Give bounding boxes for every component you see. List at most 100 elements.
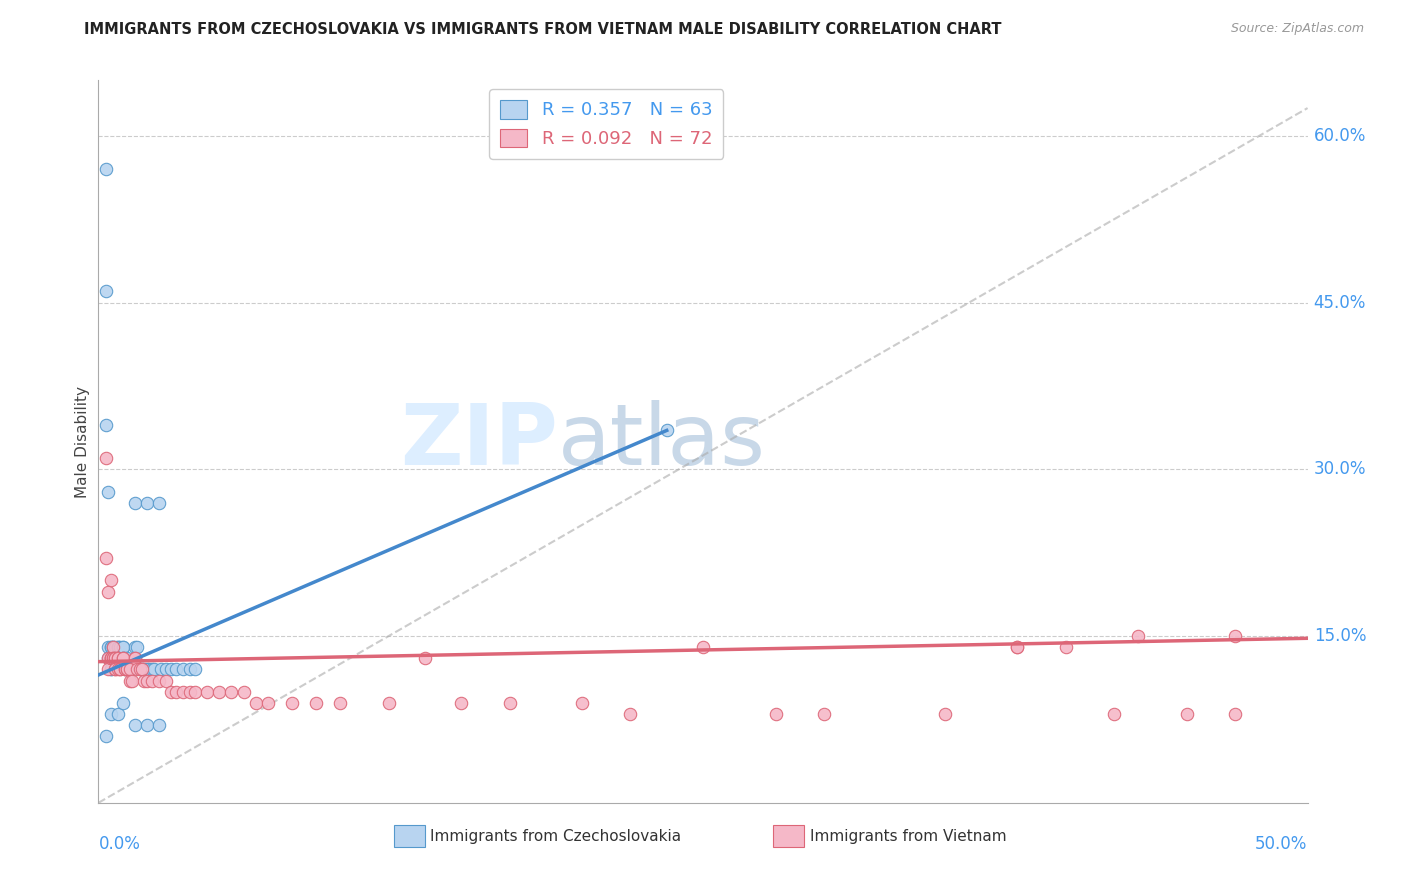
Point bbox=[765, 706, 787, 721]
Point bbox=[107, 640, 129, 655]
Point bbox=[179, 662, 201, 676]
Point bbox=[111, 651, 134, 665]
Point bbox=[245, 696, 267, 710]
Point bbox=[305, 696, 328, 710]
Point bbox=[195, 684, 218, 698]
Point bbox=[934, 706, 956, 721]
Point bbox=[107, 651, 129, 665]
Point bbox=[107, 706, 129, 721]
Point bbox=[121, 662, 143, 676]
Point bbox=[134, 662, 156, 676]
Point bbox=[165, 662, 187, 676]
Point bbox=[155, 662, 177, 676]
Text: 30.0%: 30.0% bbox=[1313, 460, 1367, 478]
Point bbox=[256, 696, 278, 710]
Point bbox=[101, 640, 124, 655]
Point bbox=[100, 651, 122, 665]
Point bbox=[124, 651, 146, 665]
Point bbox=[131, 662, 153, 676]
Point bbox=[100, 662, 122, 676]
Text: 60.0%: 60.0% bbox=[1313, 127, 1367, 145]
Point bbox=[94, 729, 117, 743]
Point bbox=[124, 640, 146, 655]
Point bbox=[111, 651, 134, 665]
Point bbox=[571, 696, 593, 710]
Point bbox=[1175, 706, 1198, 721]
Point bbox=[104, 640, 127, 655]
Text: 45.0%: 45.0% bbox=[1313, 293, 1367, 311]
Point bbox=[117, 662, 139, 676]
Point bbox=[413, 651, 436, 665]
Point bbox=[94, 162, 117, 177]
Point bbox=[108, 640, 131, 655]
Point bbox=[104, 651, 127, 665]
Point bbox=[100, 662, 122, 676]
Point bbox=[97, 584, 120, 599]
Point bbox=[101, 640, 124, 655]
Point bbox=[107, 651, 129, 665]
Point bbox=[184, 662, 207, 676]
Point bbox=[172, 684, 194, 698]
Point bbox=[143, 662, 166, 676]
Point bbox=[179, 684, 201, 698]
Point bbox=[1223, 706, 1246, 721]
Text: atlas: atlas bbox=[558, 400, 766, 483]
Point bbox=[100, 574, 122, 588]
Point bbox=[124, 496, 146, 510]
Point bbox=[619, 706, 641, 721]
Text: Immigrants from Vietnam: Immigrants from Vietnam bbox=[810, 830, 1007, 844]
Point bbox=[232, 684, 254, 698]
Point bbox=[107, 651, 129, 665]
Text: IMMIGRANTS FROM CZECHOSLOVAKIA VS IMMIGRANTS FROM VIETNAM MALE DISABILITY CORREL: IMMIGRANTS FROM CZECHOSLOVAKIA VS IMMIGR… bbox=[84, 22, 1002, 37]
Point bbox=[117, 651, 139, 665]
Point bbox=[118, 662, 141, 676]
Point bbox=[128, 662, 150, 676]
Point bbox=[114, 662, 136, 676]
Y-axis label: Male Disability: Male Disability bbox=[75, 385, 90, 498]
Text: 50.0%: 50.0% bbox=[1256, 835, 1308, 854]
Point bbox=[94, 451, 117, 466]
Point bbox=[107, 662, 129, 676]
Point bbox=[97, 662, 120, 676]
Point bbox=[100, 651, 122, 665]
Point bbox=[100, 706, 122, 721]
Point bbox=[124, 651, 146, 665]
Point bbox=[1102, 706, 1125, 721]
Point bbox=[148, 718, 170, 732]
Point bbox=[1007, 640, 1029, 655]
Point bbox=[138, 662, 160, 676]
Point bbox=[97, 484, 120, 499]
Point bbox=[114, 662, 136, 676]
Point bbox=[165, 684, 187, 698]
Point bbox=[104, 662, 127, 676]
Point bbox=[101, 640, 124, 655]
Point bbox=[135, 718, 157, 732]
Point bbox=[135, 496, 157, 510]
Point bbox=[1223, 629, 1246, 643]
Point bbox=[1054, 640, 1077, 655]
Point bbox=[97, 651, 120, 665]
Text: Source: ZipAtlas.com: Source: ZipAtlas.com bbox=[1230, 22, 1364, 36]
Point bbox=[377, 696, 399, 710]
Point bbox=[118, 662, 141, 676]
Point bbox=[208, 684, 231, 698]
Point bbox=[114, 651, 136, 665]
Point bbox=[111, 640, 134, 655]
Point bbox=[281, 696, 304, 710]
Point bbox=[128, 662, 150, 676]
Point bbox=[127, 662, 149, 676]
Point bbox=[94, 285, 117, 299]
Text: ZIP: ZIP bbox=[401, 400, 558, 483]
Point bbox=[97, 651, 120, 665]
Point bbox=[108, 662, 131, 676]
Point bbox=[141, 662, 163, 676]
Point bbox=[155, 673, 177, 688]
Point bbox=[131, 662, 153, 676]
Point bbox=[104, 651, 127, 665]
Point bbox=[148, 496, 170, 510]
Point bbox=[1128, 629, 1150, 643]
Point bbox=[108, 651, 131, 665]
Point bbox=[121, 673, 143, 688]
Point bbox=[124, 718, 146, 732]
Point bbox=[117, 662, 139, 676]
